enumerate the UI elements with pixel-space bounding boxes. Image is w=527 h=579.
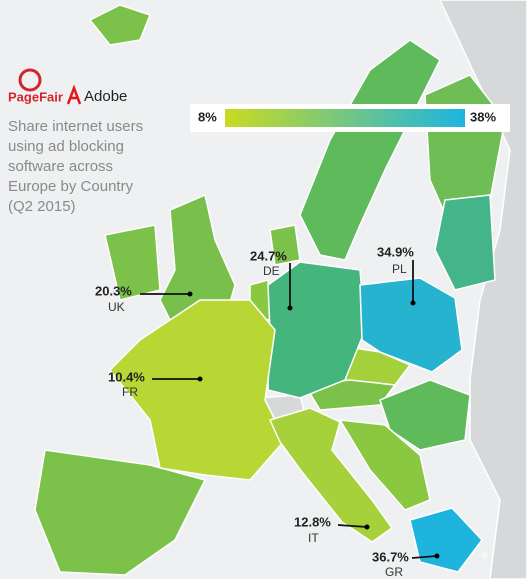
pagefair: PageFair (8, 89, 63, 104)
country-code: FR (122, 385, 138, 399)
leader (337, 524, 368, 528)
country-fr (109, 299, 286, 481)
leader-dot (410, 300, 416, 306)
leader-dot (434, 553, 440, 559)
title-line: Share internet users (8, 118, 143, 135)
value-label: 24.7% (250, 248, 287, 263)
country-it (269, 407, 393, 543)
value-label: 34.9% (377, 244, 414, 259)
east-region (439, 0, 527, 579)
legend-max: 38% (470, 109, 496, 124)
denmark (269, 224, 301, 266)
value-label: 20.3% (95, 283, 132, 298)
leader (411, 555, 438, 559)
leader-dot (364, 524, 370, 530)
country-code: UK (108, 300, 125, 314)
country-code: GR (385, 565, 403, 579)
adobe-logo (66, 84, 82, 105)
title-line: using ad blocking (8, 138, 124, 155)
leader-dot (197, 376, 203, 382)
pagefair-logo (18, 68, 42, 92)
title-bg (0, 112, 170, 216)
value-label: 12.8% (294, 514, 331, 529)
leader-dot (187, 291, 193, 297)
title-line: (Q2 2015) (8, 198, 76, 215)
adobe: Adobe (84, 88, 127, 105)
country-code: IT (308, 531, 319, 545)
title-line: Europe by Country (8, 178, 134, 195)
title-line: software across (8, 158, 113, 175)
baltics (434, 194, 496, 291)
balkans-west (339, 419, 431, 511)
ireland (104, 224, 161, 301)
value-label: 10.4% (108, 369, 145, 384)
country-code: DE (263, 264, 280, 278)
iceland (89, 4, 151, 46)
page-number: 6 (482, 550, 488, 562)
legend-min: 8% (198, 109, 217, 124)
leader-dot (287, 305, 293, 311)
country-pl (359, 277, 463, 373)
legend-gradient (225, 109, 465, 127)
country-code: PL (392, 262, 407, 276)
value-label: 36.7% (372, 549, 409, 564)
